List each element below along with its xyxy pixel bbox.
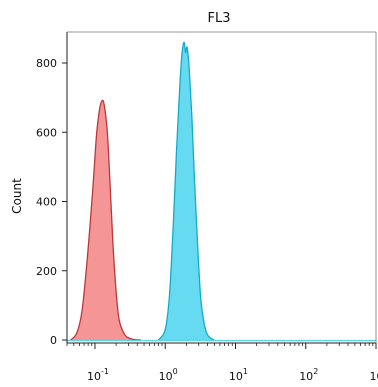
x-tick-label-3: 102 [299, 367, 318, 383]
y-tick-label-4: 800 [36, 57, 57, 70]
y-tick-label-3: 600 [36, 126, 57, 139]
x-tick-label-1: 100 [159, 367, 178, 383]
series-1-area [158, 42, 215, 340]
axes-layer: 0 200 400 600 800 10-1 100 101 102 103 [36, 31, 378, 383]
series-layer [67, 41, 376, 342]
series-1-line [157, 41, 215, 341]
y-tick-label-1: 200 [36, 265, 57, 278]
x-tick-label-0: 10-1 [87, 367, 109, 383]
y-tick-label-0: 0 [50, 334, 57, 347]
y-tick-label-2: 400 [36, 196, 57, 209]
chart-title: FL3 [208, 11, 231, 26]
x-tick-label-2: 101 [229, 367, 248, 383]
series-0-area [70, 100, 141, 340]
y-axis-label: Count [10, 178, 24, 214]
series-0-line [70, 99, 141, 341]
x-tick-label-4: 103 [369, 367, 378, 383]
